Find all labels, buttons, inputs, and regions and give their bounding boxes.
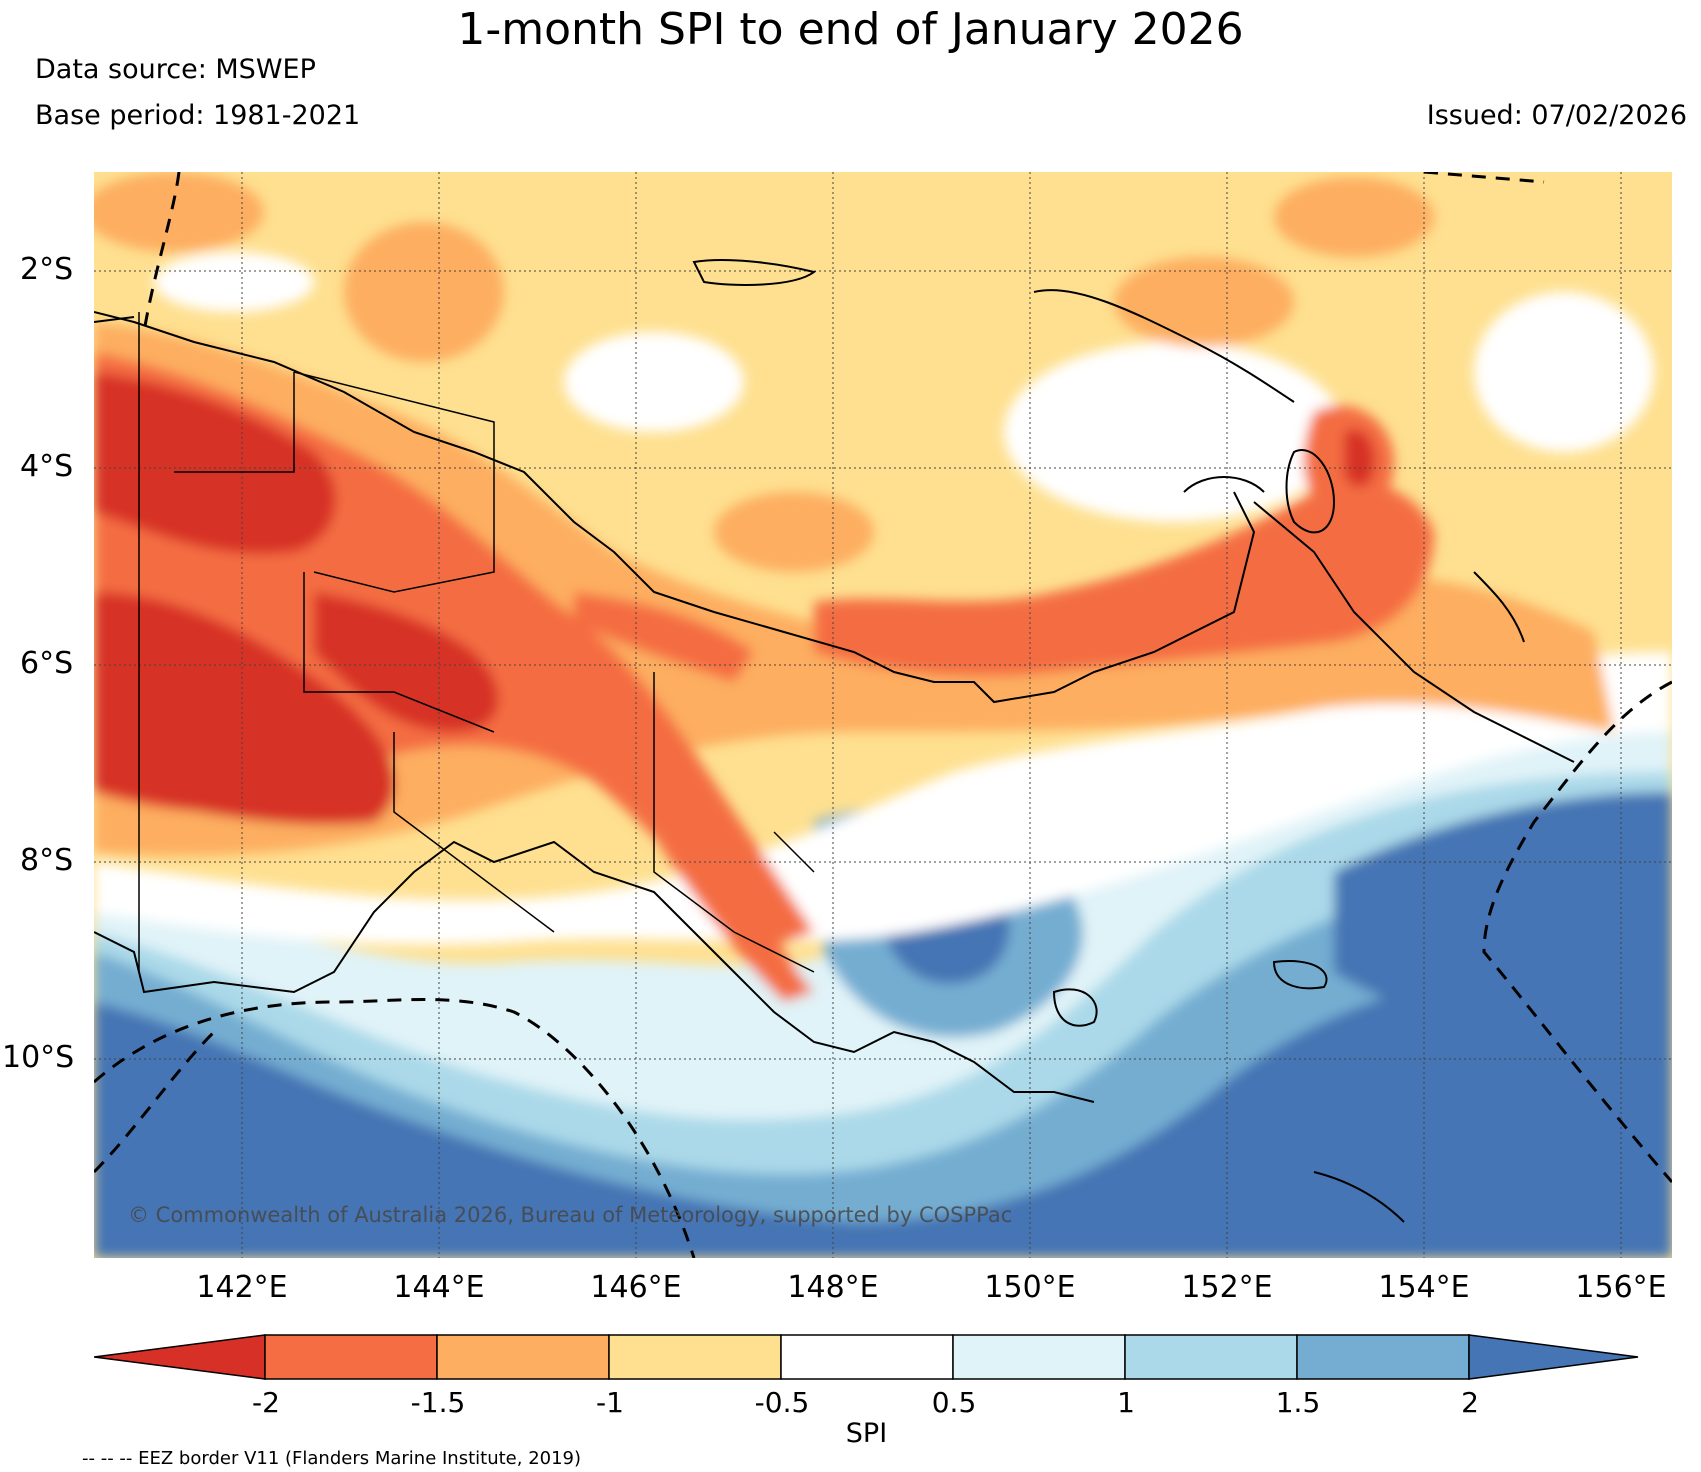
base-period-label: Base period: 1981-2021 (35, 100, 361, 131)
lat-label-10s: 10°S (2, 1040, 75, 1075)
colorbar-bin (780, 1334, 954, 1380)
province-borders (138, 312, 815, 973)
lon-label-142e: 142°E (196, 1270, 288, 1305)
lon-label-146e: 146°E (590, 1270, 682, 1305)
lat-lon-gridlines (94, 172, 1672, 1258)
colorbar-tick: 1 (1117, 1386, 1135, 1419)
map-title: 1-month SPI to end of January 2026 (457, 4, 1244, 55)
copyright-text: © Commonwealth of Australia 2026, Bureau… (128, 1203, 1012, 1227)
spi-map-panel: © Commonwealth of Australia 2026, Bureau… (94, 172, 1672, 1258)
lon-label-144e: 144°E (393, 1270, 485, 1305)
colorbar-tick: -2 (252, 1386, 280, 1419)
eez-footnote: -- -- -- EEZ border V11 (Flanders Marine… (82, 1448, 582, 1469)
colorbar-extend-low (94, 1334, 266, 1380)
colorbar-tick: 2 (1461, 1386, 1479, 1419)
lon-label-150e: 150°E (984, 1270, 1076, 1305)
spi-map: © Commonwealth of Australia 2026, Bureau… (94, 172, 1672, 1258)
issued-date-label: Issued: 07/02/2026 (1426, 100, 1687, 131)
lon-label-152e: 152°E (1181, 1270, 1273, 1305)
coastlines (94, 259, 1575, 1223)
spi-colorbar (94, 1334, 1639, 1380)
colorbar-tick: -1 (596, 1386, 624, 1419)
colorbar-tick: 0.5 (931, 1386, 977, 1419)
colorbar-label: SPI (845, 1418, 888, 1449)
lon-label-148e: 148°E (787, 1270, 879, 1305)
eez-border (94, 172, 1672, 1258)
colorbar-extend-high (1468, 1334, 1639, 1380)
lat-label-4s: 4°S (20, 449, 74, 484)
spi-zone-gt2 (94, 967, 1672, 1258)
colorbar-bin (264, 1334, 438, 1380)
colorbar-bin (1124, 1334, 1298, 1380)
lon-label-154e: 154°E (1378, 1270, 1470, 1305)
lat-label-8s: 8°S (20, 843, 74, 878)
colorbar-bin (952, 1334, 1126, 1380)
colorbar-tick: 1.5 (1275, 1386, 1321, 1419)
colorbar-bin (1296, 1334, 1470, 1380)
colorbar-tick: -0.5 (754, 1386, 810, 1419)
lon-label-156e: 156°E (1575, 1270, 1667, 1305)
colorbar-bin (608, 1334, 782, 1380)
colorbar-tick: -1.5 (410, 1386, 466, 1419)
data-source-label: Data source: MSWEP (35, 54, 316, 85)
lat-label-2s: 2°S (20, 252, 74, 287)
lat-label-6s: 6°S (20, 646, 74, 681)
colorbar-bin (436, 1334, 610, 1380)
